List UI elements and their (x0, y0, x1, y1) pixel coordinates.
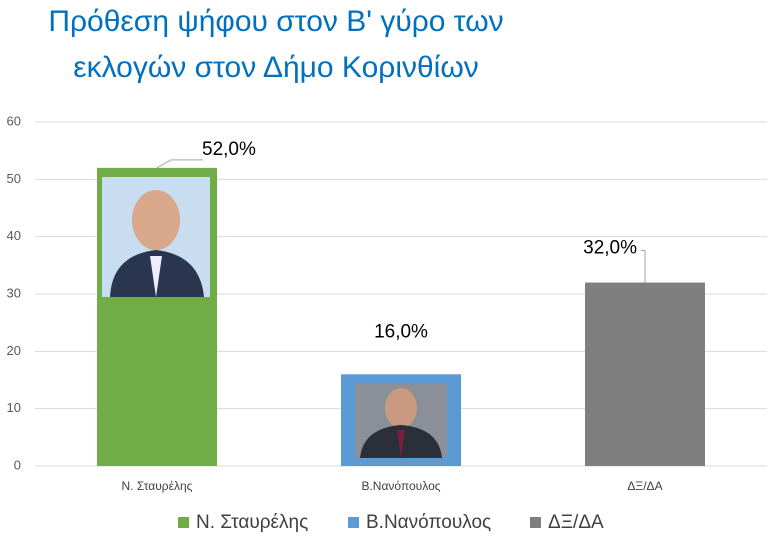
value-label: 52,0% (202, 139, 256, 160)
x-tick-label: Β.Νανόπουλος (361, 479, 440, 493)
y-tick-label: 60 (7, 113, 21, 128)
y-tick-label: 30 (7, 285, 21, 300)
y-tick-label: 50 (7, 171, 21, 186)
photo (102, 177, 210, 297)
value-label: 16,0% (374, 321, 428, 342)
photo (355, 383, 447, 458)
legend-label: Ν. Σταυρέλης (196, 512, 308, 533)
legend-label: ΔΞ/ΔΑ (548, 512, 604, 533)
value-labels: 52,0% 16,0% 32,0% (156, 139, 646, 342)
leader-line (641, 250, 646, 283)
legend: Ν. Σταυρέλης Β.Νανόπουλος ΔΞ/ΔΑ (178, 512, 604, 533)
leader-line (156, 159, 203, 169)
y-tick-label: 0 (14, 457, 21, 472)
chart-title: Πρόθεση ψήφου στον Β' γύρο των (48, 5, 503, 38)
legend-swatch (178, 517, 189, 528)
x-tick-label: Ν. Σταυρέλης (122, 479, 193, 493)
legend-swatch (530, 517, 541, 528)
value-label: 32,0% (583, 238, 637, 259)
y-tick-label: 10 (7, 400, 21, 415)
bar (585, 282, 705, 466)
legend-label: Β.Νανόπουλος (366, 512, 491, 533)
y-tick-label: 20 (7, 343, 21, 358)
y-tick-label: 40 (7, 228, 21, 243)
grid: 0 10 20 30 40 50 60 Ν. Σταυρέλης Β.Νανόπουλος ΔΞ/… (7, 113, 767, 493)
chart-title: εκλογών στον Δήμο Κορινθίων (73, 51, 479, 84)
legend-swatch (348, 517, 359, 528)
x-tick-label: ΔΞ/ΔΑ (627, 479, 662, 493)
